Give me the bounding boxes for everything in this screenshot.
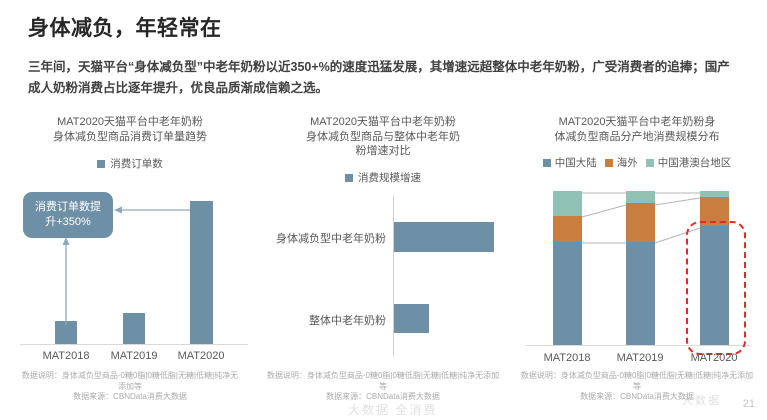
page-title: 身体减负，年轻常在: [28, 17, 222, 40]
page-number: 21: [742, 398, 755, 410]
source-note: 数据说明：身体减负型商品-0糖0脂|0糖低脂|无糖|低糖|纯净无添加等 数据来源…: [10, 371, 250, 403]
source-note-description: 数据说明：身体减负型商品-0糖0脂|0糖低脂|无糖|低糖|纯净无添加等: [520, 371, 754, 391]
plot-area: [512, 190, 762, 355]
legend-swatch-mainland: [542, 158, 551, 167]
legend-swatch-orders: [97, 159, 106, 168]
category-label: 整体中老年奶粉: [309, 315, 386, 327]
plot-area: 消费订单数提 升+350%: [10, 185, 250, 345]
x-axis-label: MAT2020: [690, 352, 738, 364]
chart-origin-distribution: MAT2020天猫平台中老年奶粉身 体减负型商品分产地消费规模分布 中国大陆 海…: [512, 112, 762, 412]
bar-overall: [394, 304, 429, 333]
source-note-origin: 数据来源：CBNData消费大数据: [73, 392, 187, 401]
bar-mat2019: [123, 313, 145, 344]
legend-label: 中国大陆: [554, 157, 597, 169]
x-axis-label: MAT2019: [616, 352, 664, 364]
chart-title: MAT2020天猫平台中老年奶粉身 体减负型商品分产地消费规模分布: [554, 116, 720, 143]
legend: 中国大陆 海外 中国港澳台地区: [512, 155, 762, 170]
chart-title: MAT2020天猫平台中老年奶粉 身体减负型商品与整体中老年奶 粉增速对比: [306, 116, 460, 157]
annotation-callout: 消费订单数提 升+350%: [23, 192, 113, 238]
segment-mainland: [700, 226, 729, 345]
x-axis-label: MAT2020: [177, 350, 225, 362]
plot-area: 身体减负型中老年奶粉 整体中老年奶粉: [258, 196, 508, 356]
legend-swatch-growth: [345, 173, 353, 182]
legend-label: 中国港澳台地区: [657, 157, 732, 169]
y-axis-line: [393, 196, 394, 356]
segment-overseas: [553, 215, 582, 242]
x-axis-label: MAT2019: [110, 350, 158, 362]
source-note-description: 数据说明：身体减负型商品-0糖0脂|0糖低脂|无糖|低糖|纯净无添加等: [21, 371, 239, 391]
watermark: 大数据: [682, 395, 721, 407]
category-label: 身体减负型中老年奶粉: [276, 233, 386, 245]
x-axis-label: MAT2018: [42, 350, 90, 362]
stacked-bar-mat2018: [553, 191, 582, 345]
x-axis-label: MAT2018: [543, 352, 591, 364]
legend-label: 消费订单数: [110, 158, 163, 170]
segment-hmt: [626, 191, 655, 204]
chart-growth-comparison: MAT2020天猫平台中老年奶粉 身体减负型商品与整体中老年奶 粉增速对比 消费…: [258, 112, 508, 412]
legend: 消费订单数: [10, 156, 250, 171]
segment-hmt: [700, 190, 729, 198]
legend-swatch-hmt: [645, 158, 654, 167]
source-note: 数据说明：身体减负型商品-0糖0脂|0糖低脂|无糖|低糖|纯净无添加等 数据来源…: [512, 371, 762, 403]
legend-label: 消费规模增速: [358, 172, 421, 184]
source-note-origin: 数据来源：CBNData消费大数据: [580, 392, 694, 401]
source-note-description: 数据说明：身体减负型商品-0糖0脂|0糖低脂|无糖|低糖|纯净无添加等: [266, 371, 500, 391]
x-axis-line: [20, 344, 248, 345]
watermark: 大数据 全消费: [348, 403, 438, 417]
bar-mat2020: [190, 201, 213, 344]
x-axis-line: [526, 345, 750, 346]
segment-overseas: [626, 203, 655, 242]
stacked-bar-mat2019: [626, 191, 655, 345]
intro-paragraph: 三年间，天猫平台“身体减负型”中老年奶粉以近350+%的速度迅猛发展，其增速远超…: [28, 60, 730, 95]
source-note: 数据说明：身体减负型商品-0糖0脂|0糖低脂|无糖|低糖|纯净无添加等 数据来源…: [258, 371, 508, 403]
segment-mainland: [553, 241, 582, 345]
segment-mainland: [626, 241, 655, 345]
stacked-bar-mat2020: [700, 190, 729, 345]
source-note-origin: 数据来源：CBNData消费大数据: [326, 392, 440, 401]
highlight-box-mat2020: [686, 221, 746, 355]
legend: 消费规模增速: [258, 170, 508, 185]
bar-mat2018: [55, 321, 77, 344]
segment-hmt: [553, 191, 582, 216]
legend-label: 海外: [616, 157, 638, 169]
legend-swatch-overseas: [604, 158, 613, 167]
chart-title: MAT2020天猫平台中老年奶粉 身体减负型商品消费订单量趋势: [53, 116, 207, 143]
chart-orders-trend: MAT2020天猫平台中老年奶粉 身体减负型商品消费订单量趋势 消费订单数 消费…: [10, 112, 250, 412]
bar-reduced-burden: [394, 222, 494, 252]
